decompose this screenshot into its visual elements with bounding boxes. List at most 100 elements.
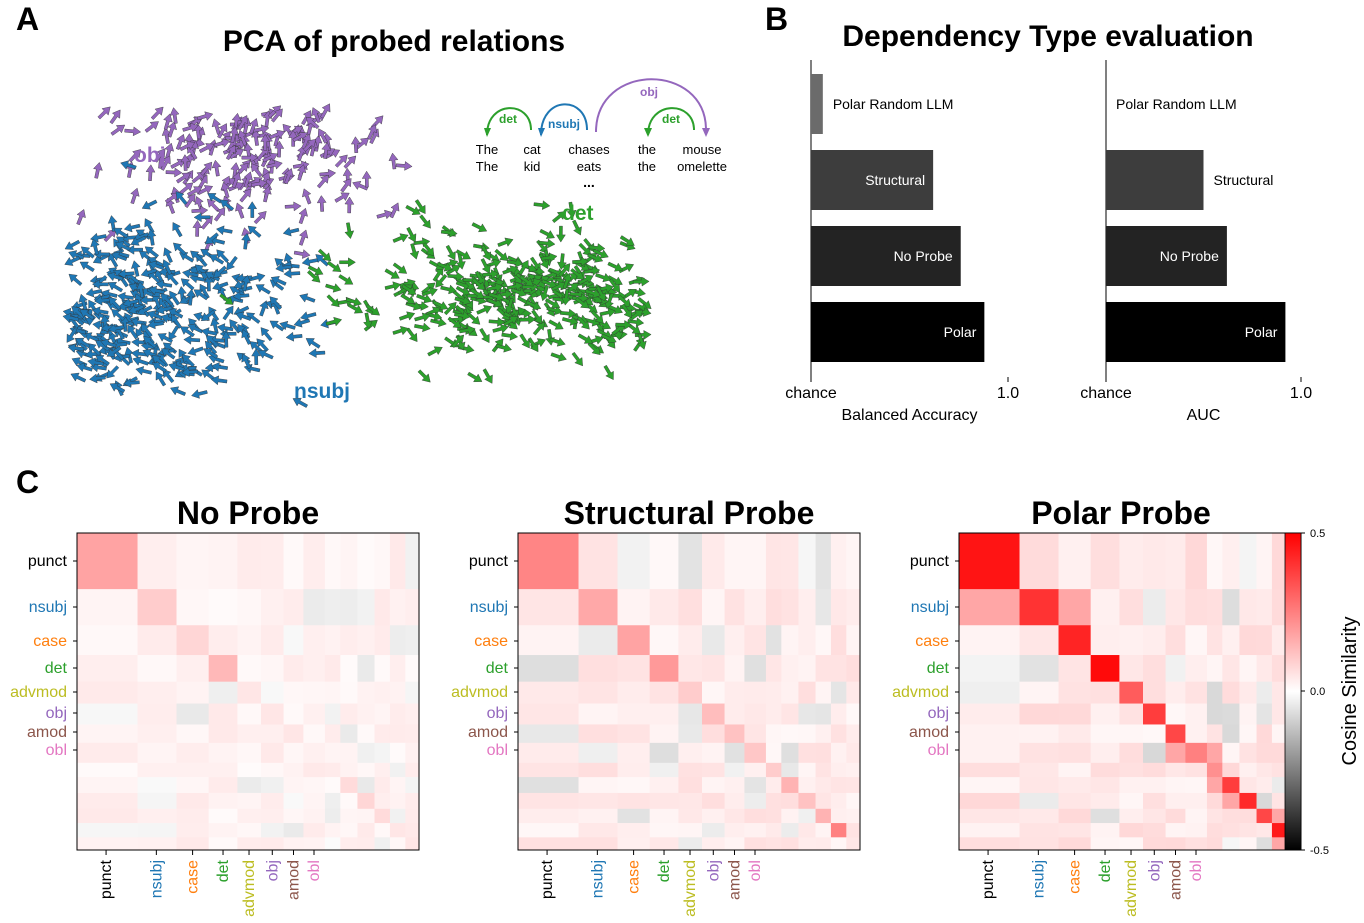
heatmap-cell: [702, 742, 725, 764]
bar-label-accuracy-0: Polar Random LLM: [833, 96, 954, 112]
heatmap-cell: [678, 681, 703, 704]
heatmap-cell: [357, 823, 375, 838]
heatmap-cell: [77, 703, 138, 725]
heatmap-cell: [815, 742, 832, 764]
arrow-nsubj: [141, 199, 158, 210]
arrow-det: [398, 311, 416, 321]
arrow-nsubj: [123, 222, 141, 233]
heatmap-cell: [405, 792, 420, 810]
arrow-obj: [213, 207, 226, 222]
arrow-obj: [97, 106, 111, 120]
heatmap-cell: [1256, 533, 1273, 590]
arrow-obj: [296, 164, 307, 181]
heatmap-cell: [815, 533, 832, 590]
arrow-obj: [269, 129, 286, 140]
heatmap-cell: [261, 655, 284, 683]
arrow-obj: [76, 209, 86, 226]
heatmap-xtick-obl: obl: [747, 860, 764, 881]
heatmap-cell: [649, 792, 679, 810]
bar-label-auc-3: Polar: [1245, 324, 1278, 340]
heatmap-cell: [815, 703, 832, 725]
heatmap-ytick-obl: obl: [928, 742, 949, 759]
arrow-det: [479, 327, 490, 344]
heatmap-cell: [340, 792, 358, 810]
heatmap-cell: [678, 589, 703, 626]
heatmap-cell: [1058, 625, 1092, 656]
heatmap-cell: [744, 724, 767, 744]
arrow-nsubj: [106, 271, 124, 282]
heatmap-cell: [765, 681, 782, 704]
heatmap-cell: [1058, 808, 1092, 824]
heatmap-cell: [340, 823, 358, 838]
arrow-obj: [184, 193, 196, 209]
arrow-det: [504, 297, 515, 315]
heatmap-cell: [765, 742, 782, 764]
heatmap-xtick-advmod: advmod: [1123, 860, 1140, 917]
heatmap-cell: [357, 625, 375, 656]
heatmap-cell: [846, 823, 861, 838]
heatmap-xtick-case: case: [1067, 860, 1084, 894]
heatmap-cell: [744, 655, 767, 683]
arrow-nsubj: [92, 279, 109, 290]
heatmap-cell: [389, 703, 406, 725]
heatmap-cell: [846, 837, 861, 851]
arrow-det: [540, 284, 550, 302]
arrow-nsubj: [285, 331, 303, 342]
heatmap-cell: [702, 792, 725, 810]
heatmap-cell: [744, 589, 767, 626]
sentence1-word-4: the: [638, 142, 656, 157]
bar-accuracy-0: [811, 74, 823, 134]
arrow-nsubj: [191, 389, 208, 399]
heatmap-cell: [1256, 681, 1273, 704]
heatmap-cell: [1222, 625, 1240, 656]
heatmap-cell: [374, 589, 391, 626]
heatmap-ytick-nsubj: nsubj: [29, 599, 67, 616]
heatmap-ytick-amod: amod: [27, 724, 67, 741]
heatmap-cell: [678, 533, 703, 590]
heatmap-cell: [374, 625, 391, 656]
heatmap-cell: [1185, 625, 1208, 656]
arrow-obj: [179, 182, 194, 195]
arrow-nsubj: [130, 235, 147, 246]
arrow-obj: [176, 172, 191, 184]
colorbar-tick-top: 0.5: [1310, 528, 1325, 540]
arrow-det: [414, 322, 431, 333]
arrow-obj: [250, 163, 263, 178]
arrow-nsubj: [162, 369, 175, 384]
arrow-det: [445, 244, 456, 261]
arrow-det: [578, 274, 594, 285]
arrow-det: [557, 253, 567, 270]
heatmap-cell: [1090, 808, 1120, 824]
heatmap-cell: [724, 808, 745, 824]
heatmap-cell: [959, 703, 1020, 725]
arrow-det: [619, 235, 635, 246]
heatmap-cell: [340, 762, 358, 778]
heatmap-cell: [137, 808, 177, 824]
heatmap-cell: [1271, 655, 1288, 683]
heatmap-cell: [1119, 808, 1144, 824]
heatmap-cell: [1019, 742, 1059, 764]
heatmap-cell: [1090, 681, 1120, 704]
arrow-nsubj: [143, 336, 157, 349]
heatmap-cell: [1239, 792, 1257, 810]
heatmap-cell: [77, 655, 138, 683]
arrow-det: [506, 281, 524, 292]
arrow-det: [592, 248, 609, 259]
heatmap-title-1: Structural Probe: [564, 495, 815, 531]
arrow-nsubj: [71, 306, 85, 319]
heatmap-cell: [846, 777, 861, 794]
heatmap-cell: [830, 823, 847, 838]
heatmap-cell: [405, 823, 420, 838]
arrow-nsubj: [186, 288, 196, 306]
arrow-obj: [251, 129, 261, 146]
arrow-obj: [298, 229, 309, 246]
heatmap-cell: [374, 742, 391, 764]
heatmap-cell: [1143, 837, 1166, 851]
arrow-det: [503, 316, 519, 327]
heatmap-cell: [237, 724, 262, 744]
arrow-nsubj: [107, 323, 125, 334]
arrow-det: [345, 297, 362, 307]
arrow-nsubj: [163, 247, 173, 264]
heatmap-cell: [1143, 681, 1166, 704]
heatmap-cell: [208, 742, 238, 764]
